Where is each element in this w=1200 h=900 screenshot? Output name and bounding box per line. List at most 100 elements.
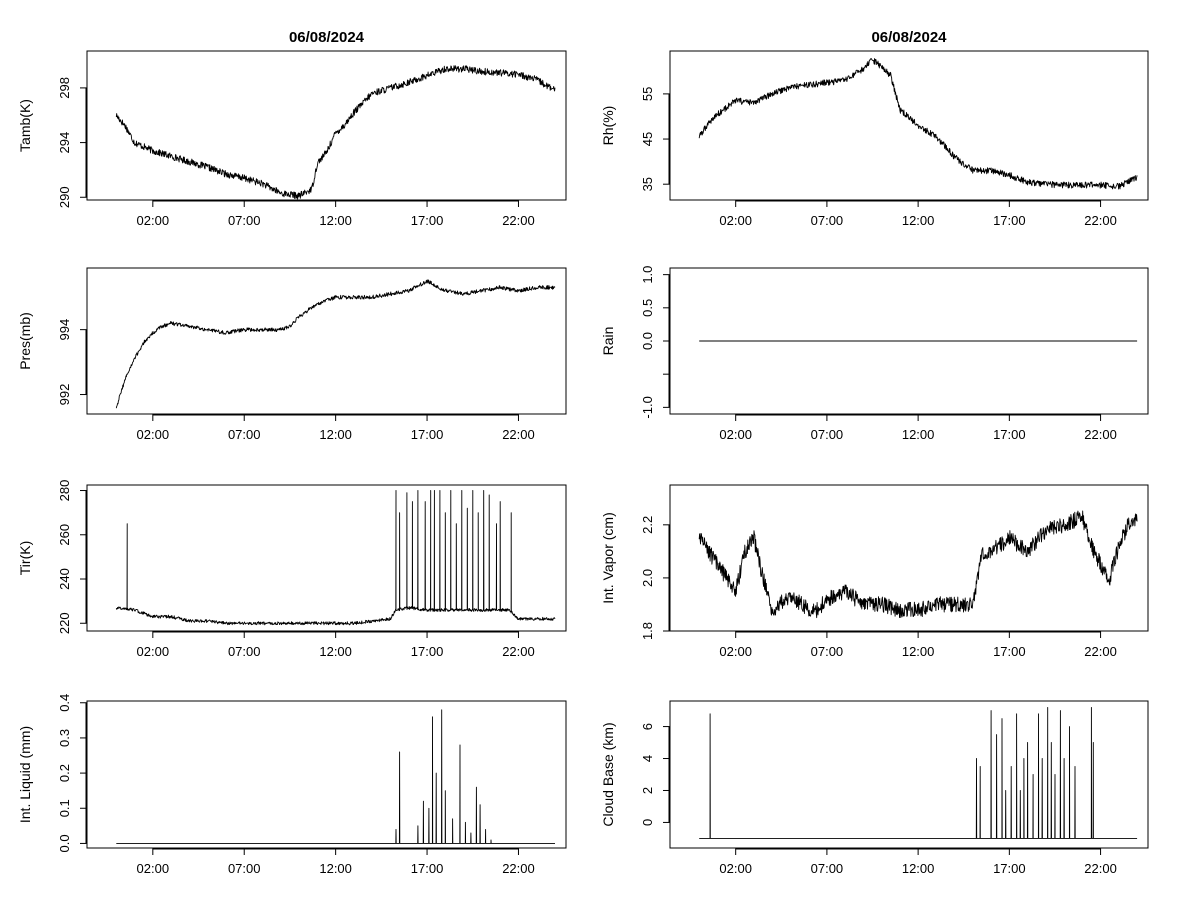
y-tick-label: 260 — [57, 524, 72, 546]
plot-frame — [86, 700, 567, 849]
x-tick-label: 07:00 — [228, 213, 261, 228]
y-tick-label: 0 — [640, 819, 655, 826]
y-tick-label: 4 — [640, 755, 655, 762]
x-tick-label: 02:00 — [137, 644, 170, 659]
plot-frame — [86, 50, 567, 201]
x-tick-label: 12:00 — [319, 644, 352, 659]
x-tick-label: 12:00 — [902, 861, 935, 876]
x-tick-label: 22:00 — [502, 213, 535, 228]
chart-title: 06/08/2024 — [289, 29, 365, 46]
x-tick-label: 17:00 — [993, 213, 1026, 228]
y-axis-label: Pres(mb) — [17, 312, 33, 370]
x-tick-label: 07:00 — [811, 427, 844, 442]
y-tick-label: 0.5 — [640, 299, 655, 317]
y-axis-label: Rh(%) — [600, 106, 616, 146]
x-tick-label: 17:00 — [411, 427, 444, 442]
x-tick-label: 07:00 — [228, 861, 261, 876]
x-tick-label: 12:00 — [319, 427, 352, 442]
x-tick-label: 02:00 — [137, 213, 170, 228]
x-tick-label: 02:00 — [137, 861, 170, 876]
y-tick-label: 0.0 — [57, 834, 72, 852]
plot-frame — [669, 50, 1149, 201]
x-tick-label: 02:00 — [719, 213, 752, 228]
y-tick-label: 1.0 — [640, 266, 655, 284]
x-tick-label: 12:00 — [319, 213, 352, 228]
y-tick-label: 0.3 — [57, 729, 72, 747]
x-tick-label: 12:00 — [902, 644, 935, 659]
chart-title: 06/08/2024 — [871, 29, 947, 46]
x-tick-label: 02:00 — [719, 861, 752, 876]
x-tick-label: 12:00 — [902, 427, 935, 442]
series-line-pres — [115, 279, 556, 409]
x-tick-label: 22:00 — [1084, 644, 1117, 659]
chart-panel: Int. Liquid (mm) 02:00 07:00 12:00 17:00 22:0… — [17, 694, 567, 876]
y-axis-label: Int. Vapor (cm) — [600, 512, 616, 604]
x-tick-label: 22:00 — [1084, 427, 1117, 442]
x-tick-label: 02:00 — [137, 427, 170, 442]
x-tick-label: 17:00 — [993, 861, 1026, 876]
chart-panel: 06/08/2024 Rh(%) 02:00 07:00 12:00 17:00 22:00… — [600, 29, 1149, 228]
series-line-tir — [115, 490, 556, 626]
chart-panel: Tir(K) 02:00 07:00 12:00 17:00 22:00 220 240 260… — [17, 480, 567, 659]
x-tick-label: 17:00 — [411, 213, 444, 228]
y-tick-label: 2 — [640, 787, 655, 794]
y-tick-label: 2.0 — [640, 569, 655, 587]
x-tick-label: 07:00 — [811, 861, 844, 876]
x-tick-label: 12:00 — [902, 213, 935, 228]
y-axis-label: Int. Liquid (mm) — [17, 726, 33, 823]
x-tick-label: 17:00 — [411, 861, 444, 876]
y-tick-label: 994 — [57, 319, 72, 341]
plot-frame — [669, 700, 1149, 849]
y-tick-label: 290 — [57, 186, 72, 208]
chart-panel: Cloud Base (km) 02:00 07:00 12:00 17:00 22:00… — [600, 700, 1149, 876]
x-tick-label: 02:00 — [719, 427, 752, 442]
y-tick-label: 6 — [640, 723, 655, 730]
y-tick-label: 220 — [57, 612, 72, 634]
y-tick-label: 294 — [57, 132, 72, 154]
y-tick-label: 1.8 — [640, 622, 655, 640]
x-tick-label: 07:00 — [228, 427, 261, 442]
y-tick-label: 55 — [640, 87, 655, 101]
y-tick-label: 0.2 — [57, 764, 72, 782]
y-tick-label: 0.4 — [57, 694, 72, 712]
x-tick-label: 02:00 — [719, 644, 752, 659]
y-tick-label: 35 — [640, 177, 655, 191]
series-line-int-liquid — [116, 709, 555, 844]
y-tick-label: 240 — [57, 568, 72, 590]
y-tick-label: 298 — [57, 77, 72, 99]
y-tick-label: 280 — [57, 480, 72, 502]
y-axis-label: Tamb(K) — [17, 99, 33, 152]
series-line-int-vapor — [698, 510, 1138, 619]
x-tick-label: 22:00 — [502, 644, 535, 659]
y-tick-label: 992 — [57, 384, 72, 406]
y-tick-label: 2.2 — [640, 516, 655, 534]
x-tick-label: 12:00 — [319, 861, 352, 876]
x-tick-label: 07:00 — [811, 644, 844, 659]
y-axis-label: Tir(K) — [17, 541, 33, 575]
x-tick-label: 17:00 — [993, 427, 1026, 442]
y-tick-label: -1.0 — [640, 396, 655, 418]
x-tick-label: 07:00 — [811, 213, 844, 228]
x-tick-label: 22:00 — [502, 427, 535, 442]
x-tick-label: 07:00 — [228, 644, 261, 659]
chart-panel: Int. Vapor (cm) 02:00 07:00 12:00 17:00 22:00… — [600, 484, 1149, 659]
x-tick-label: 22:00 — [1084, 861, 1117, 876]
chart-panel: Pres(mb) 02:00 07:00 12:00 17:00 22:00 992 994 — [17, 267, 567, 442]
y-axis-label: Cloud Base (km) — [600, 722, 616, 826]
plot-frame — [86, 484, 567, 632]
y-tick-label: 45 — [640, 132, 655, 146]
plot-frame — [669, 484, 1149, 632]
x-tick-label: 22:00 — [502, 861, 535, 876]
series-line-cloud-base — [699, 706, 1138, 839]
series-line-rh — [698, 58, 1138, 190]
plot-frame — [86, 267, 567, 415]
series-line-tamb — [115, 65, 556, 200]
x-tick-label: 17:00 — [411, 644, 444, 659]
x-tick-label: 22:00 — [1084, 213, 1117, 228]
y-tick-label: 0.1 — [57, 799, 72, 817]
x-tick-label: 17:00 — [993, 644, 1026, 659]
chart-panel: Rain 02:00 07:00 12:00 17:00 22:00 -1.0 0.0 0.5 1… — [600, 266, 1149, 442]
y-axis-label: Rain — [600, 327, 616, 356]
y-tick-label: 0.0 — [640, 332, 655, 350]
